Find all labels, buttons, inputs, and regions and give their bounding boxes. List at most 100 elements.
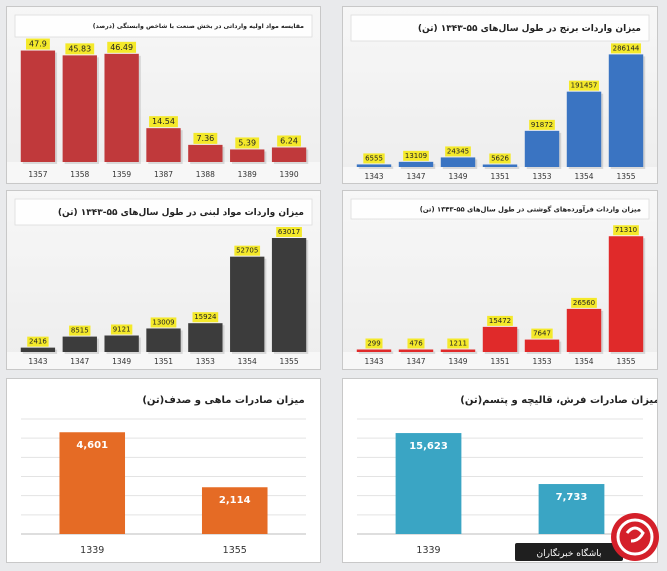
chart-floor <box>7 162 320 183</box>
bar-1349 <box>440 157 476 167</box>
chart-title: میزان واردات مواد لبنی در طول سال‌های ۵۵… <box>58 208 304 218</box>
x-tick-label: 1358 <box>70 170 89 179</box>
data-label-bg <box>489 153 511 164</box>
x-tick-label: 1351 <box>490 357 509 366</box>
x-tick-label: 1343 <box>28 357 47 366</box>
bar-1388 <box>188 144 223 162</box>
data-label: 91872 <box>531 121 553 129</box>
bar-1354 <box>566 308 602 352</box>
data-label: 7,733 <box>556 492 588 503</box>
chart-panel-dairy-imports: میزان واردات مواد لبنی در طول سال‌های ۵۵… <box>6 190 321 370</box>
data-label: 13109 <box>405 152 427 160</box>
x-tick-label: 1355 <box>223 545 247 556</box>
x-tick-label: 1349 <box>448 172 467 181</box>
data-label-bg <box>235 137 260 149</box>
bar-1359 <box>104 53 139 162</box>
data-label-bg <box>65 43 95 55</box>
bar-1339 <box>395 433 462 534</box>
data-label: 71310 <box>615 226 637 234</box>
data-label-bg <box>571 297 597 308</box>
x-tick-label: 1357 <box>28 170 47 179</box>
data-label: 47.9 <box>29 40 47 49</box>
chart-title-box <box>14 14 313 38</box>
bar-1349 <box>440 349 476 352</box>
x-tick-label: 1390 <box>280 170 299 179</box>
data-label: 46.49 <box>110 43 133 52</box>
chart-dairy-imports: میزان واردات مواد لبنی در طول سال‌های ۵۵… <box>7 191 320 369</box>
data-label-bg <box>234 245 261 256</box>
data-label-bg <box>365 338 383 349</box>
data-label: 5626 <box>491 155 509 163</box>
data-label-bg <box>487 315 513 326</box>
data-label: 15,623 <box>409 441 448 452</box>
data-label-bg <box>26 38 50 50</box>
data-label-bg <box>150 317 177 328</box>
data-label-bg <box>193 132 218 144</box>
data-label-bg <box>531 328 553 339</box>
data-label: 26560 <box>573 299 595 307</box>
chart-title: مقایسه مواد اولیه وارداتی در بخش صنعت با… <box>93 22 304 30</box>
data-label: 476 <box>409 340 423 348</box>
data-label-bg <box>610 43 642 54</box>
data-label: 2,114 <box>219 495 251 506</box>
bar-1389 <box>230 149 265 162</box>
bar-shadow <box>358 351 394 354</box>
data-label-bg <box>613 225 639 236</box>
x-tick-label: 1349 <box>448 357 467 366</box>
data-label: 15472 <box>489 317 511 325</box>
data-label: 286144 <box>613 44 640 52</box>
x-tick-label: 1387 <box>154 170 173 179</box>
chart-title: میزان واردات فرآورده‌های گوشتی در طول سا… <box>420 204 641 213</box>
data-label: 1211 <box>449 340 467 348</box>
data-label-bg <box>403 150 429 161</box>
x-tick-label: 1343 <box>364 172 383 181</box>
bar-1357 <box>20 50 56 162</box>
x-tick-label: 1354 <box>574 357 593 366</box>
data-label: 5.39 <box>238 138 256 147</box>
chart-carpet-exports: میزان صادرات فرش، قالیچه و پتسم(تن) 15,62… <box>357 395 657 556</box>
bar-1347 <box>398 161 434 167</box>
chart-industry-dependency: مقایسه مواد اولیه وارداتی در بخش صنعت با… <box>7 7 320 183</box>
x-tick-label: 1359 <box>112 170 131 179</box>
x-tick-label: 1355 <box>616 357 635 366</box>
bar-1343 <box>356 164 392 167</box>
bar-1354 <box>566 91 602 167</box>
data-label: 2416 <box>29 338 47 346</box>
bar-1387 <box>146 128 181 162</box>
chart-panel-meat-imports: میزان واردات فرآورده‌های گوشتی در طول سا… <box>342 190 658 370</box>
x-tick-label: 1351 <box>490 172 509 181</box>
bar-shadow <box>442 351 478 354</box>
data-label: 7.36 <box>196 134 214 143</box>
data-label-bg <box>69 325 91 336</box>
bar-shadow <box>358 166 394 169</box>
chart-title-box <box>350 198 650 220</box>
data-label-bg <box>192 312 219 323</box>
data-label-bg <box>277 135 301 147</box>
data-label: 191457 <box>571 82 598 90</box>
bar-1343 <box>356 349 392 352</box>
bar-1351 <box>146 328 181 352</box>
data-label: 7647 <box>533 330 551 338</box>
chart-floor <box>7 352 320 369</box>
x-tick-label: 1355 <box>280 357 299 366</box>
x-tick-label: 1354 <box>238 357 257 366</box>
chart-title-box <box>14 198 313 226</box>
x-tick-label: 1339 <box>416 545 440 556</box>
x-tick-label: 1339 <box>80 545 104 556</box>
bar-1355 <box>271 238 307 352</box>
data-label-bg <box>110 324 133 335</box>
chart-title: میزان صادرات ماهی و صدف(تن) <box>142 395 304 406</box>
watermark-logo-graphic: باشگاه خبرنگاران <box>515 513 659 561</box>
data-label: 8515 <box>71 327 89 335</box>
x-tick-label: 1353 <box>532 357 551 366</box>
bar-1355 <box>538 484 605 534</box>
bar-1347 <box>62 336 97 352</box>
bar-1349 <box>104 335 139 352</box>
x-tick-label: 1354 <box>574 172 593 181</box>
chart-panel-fish-exports: میزان صادرات ماهی و صدف(تن) 4,601 1339 2,11… <box>6 378 321 563</box>
chart-floor <box>343 352 657 369</box>
bar-1347 <box>398 349 434 352</box>
data-label-bg <box>363 153 385 164</box>
data-label-bg <box>27 336 49 347</box>
bar-shadow <box>400 351 436 354</box>
